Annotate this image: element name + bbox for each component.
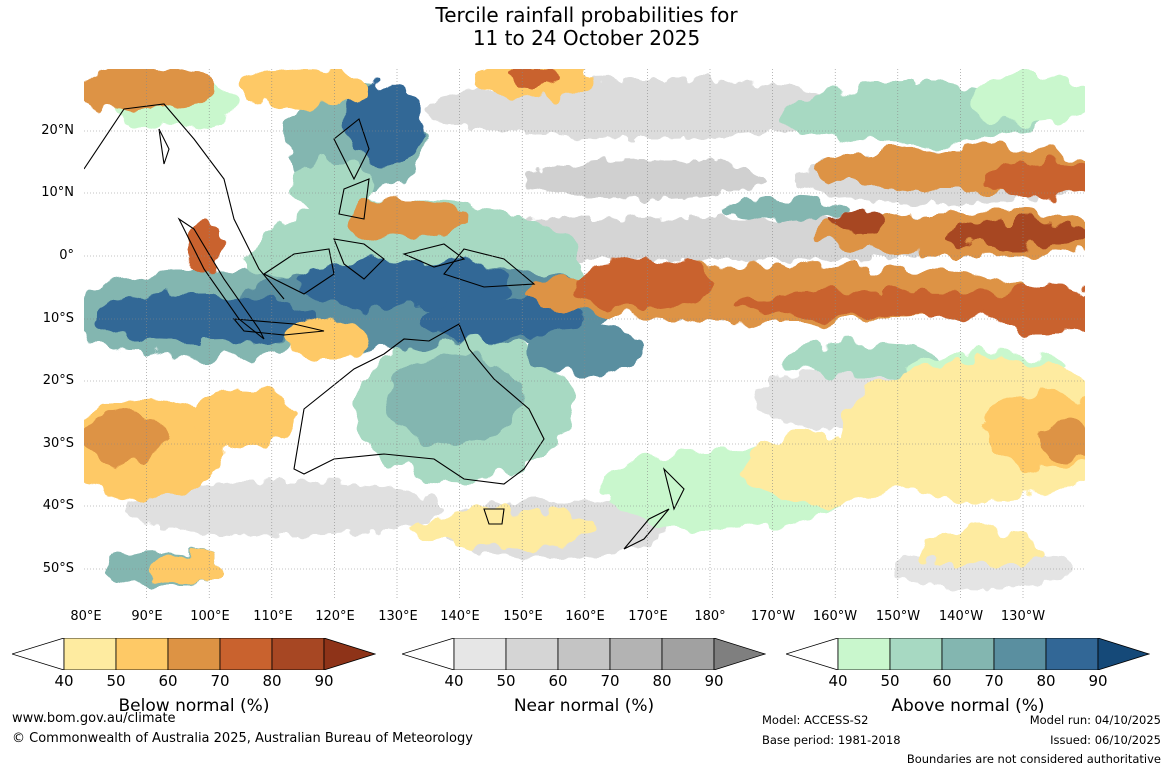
map-title: Tercile rainfall probabilities for 11 to… — [0, 4, 1173, 50]
lon-label-170e: 170°E — [628, 609, 668, 624]
title-line-2: 11 to 24 October 2025 — [472, 26, 701, 50]
near-normal-swatch-4 — [609, 638, 663, 670]
lon-label-90e: 90°E — [131, 609, 163, 624]
above-normal-colorbar — [786, 638, 1150, 670]
graticule — [84, 69, 1085, 600]
below-normal-tick-90: 90 — [314, 672, 334, 690]
website-link[interactable]: www.bom.gov.au/climate — [12, 711, 176, 726]
near-normal-swatch-5 — [661, 638, 715, 670]
above-normal-tick-50: 50 — [880, 672, 900, 690]
below-normal-swatch-0 — [12, 638, 65, 670]
below-normal-swatch-3 — [167, 638, 221, 670]
lat-label-50s: 50°S — [42, 561, 74, 576]
above-normal-tick-40: 40 — [828, 672, 848, 690]
above-normal-swatch-4 — [993, 638, 1047, 670]
below-normal-title: Below normal (%) — [118, 696, 270, 716]
copyright-text: © Commonwealth of Australia 2025, Austra… — [12, 731, 473, 746]
lon-label-170w: 170°W — [750, 609, 796, 624]
below-normal-colorbar — [12, 638, 376, 670]
below-normal-tick-70: 70 — [210, 672, 230, 690]
near-normal-tick-90: 90 — [704, 672, 724, 690]
near-normal-swatch-3 — [557, 638, 611, 670]
above-normal-shading — [84, 74, 1085, 587]
lon-label-130w: 130°W — [1000, 609, 1046, 624]
lat-label-20n: 20°N — [41, 123, 74, 138]
below-normal-swatch-6 — [323, 638, 376, 670]
below-normal-swatch-5 — [271, 638, 325, 670]
lon-label-150w: 150°W — [875, 609, 921, 624]
rainfall-probability-map — [84, 69, 1085, 600]
lat-label-20s: 20°S — [42, 373, 74, 388]
title-line-1: Tercile rainfall probabilities for — [435, 3, 738, 27]
near-normal-tick-40: 40 — [444, 672, 464, 690]
below-normal-swatch-1 — [63, 638, 117, 670]
below-normal-swatch-4 — [219, 638, 273, 670]
lon-label-80e: 80°E — [70, 609, 102, 624]
lat-label-40s: 40°S — [42, 498, 74, 513]
above-normal-swatch-1 — [837, 638, 891, 670]
near-normal-swatch-1 — [453, 638, 507, 670]
lon-label-130e: 130°E — [378, 609, 418, 624]
below-normal-tick-40: 40 — [54, 672, 74, 690]
lon-label-160w: 160°W — [812, 609, 858, 624]
above-normal-tick-90: 90 — [1088, 672, 1108, 690]
above-normal-swatch-5 — [1045, 638, 1099, 670]
lon-label-140e: 140°E — [440, 609, 480, 624]
lat-label-10s: 10°S — [42, 311, 74, 326]
near-normal-tick-70: 70 — [600, 672, 620, 690]
above-normal-tick-60: 60 — [932, 672, 952, 690]
near-normal-tick-60: 60 — [548, 672, 568, 690]
below-normal-swatch-2 — [115, 638, 169, 670]
near-normal-tick-80: 80 — [652, 672, 672, 690]
near-normal-swatch-6 — [713, 638, 766, 670]
base-period-text: Base period: 1981-2018 — [762, 733, 901, 747]
lat-label-30s: 30°S — [42, 436, 74, 451]
above-normal-swatch-2 — [889, 638, 943, 670]
above-normal-swatch-3 — [941, 638, 995, 670]
model-run-text: Model run: 04/10/2025 — [1029, 713, 1161, 727]
near-normal-swatch-0 — [402, 638, 455, 670]
lat-label-0: 0° — [59, 248, 74, 263]
above-normal-tick-70: 70 — [984, 672, 1004, 690]
model-text: Model: ACCESS-S2 — [762, 713, 869, 727]
above-normal-title: Above normal (%) — [891, 696, 1045, 716]
issued-text: Issued: 06/10/2025 — [1050, 733, 1161, 747]
lon-label-180: 180° — [694, 609, 726, 624]
lon-label-100e: 100°E — [190, 609, 230, 624]
near-normal-swatch-2 — [505, 638, 559, 670]
above-normal-swatch-0 — [786, 638, 839, 670]
above-normal-tick-80: 80 — [1036, 672, 1056, 690]
above-normal-swatch-6 — [1097, 638, 1150, 670]
near-normal-colorbar — [402, 638, 766, 670]
lat-label-10n: 10°N — [41, 185, 74, 200]
lon-label-120e: 120°E — [315, 609, 355, 624]
coastlines — [84, 103, 685, 550]
lon-label-140w: 140°W — [938, 609, 984, 624]
below-normal-tick-80: 80 — [262, 672, 282, 690]
near-normal-title: Near normal (%) — [513, 696, 655, 716]
lon-label-160e: 160°E — [565, 609, 605, 624]
near-normal-tick-50: 50 — [496, 672, 516, 690]
disclaimer-text: Boundaries are not considered authoritat… — [906, 752, 1161, 766]
lon-label-150e: 150°E — [503, 609, 543, 624]
lon-label-110e: 110°E — [253, 609, 293, 624]
below-normal-tick-50: 50 — [106, 672, 126, 690]
below-normal-tick-60: 60 — [158, 672, 178, 690]
